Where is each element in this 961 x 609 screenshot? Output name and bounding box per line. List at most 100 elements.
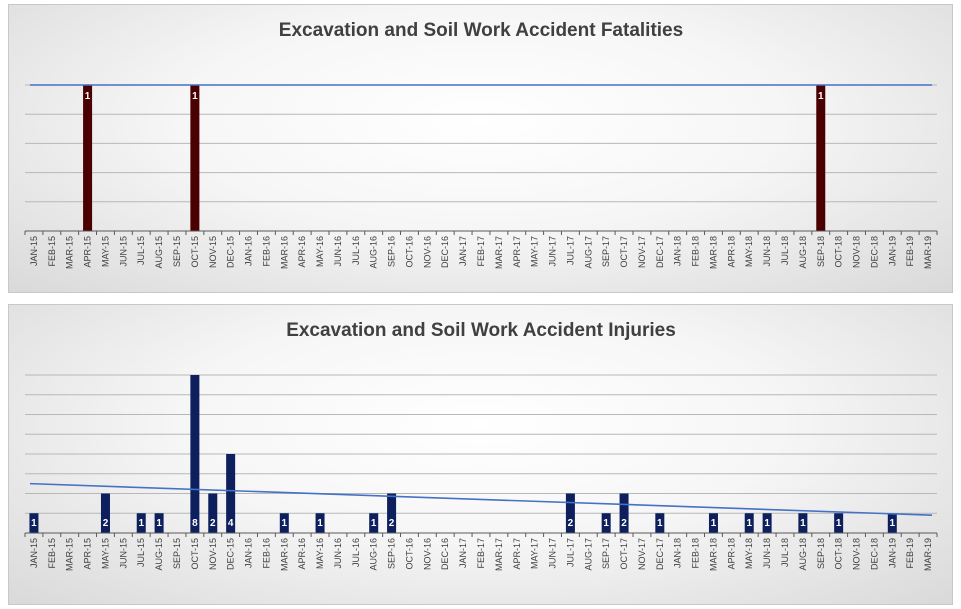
fatalities-chart-panel: Excavation and Soil Work Accident Fatali… bbox=[8, 4, 953, 293]
x-tick-label: JUN-18 bbox=[762, 538, 772, 569]
data-label: 1 bbox=[282, 518, 288, 529]
x-tick-label: FEB-16 bbox=[261, 236, 271, 267]
x-tick-label: JUN-17 bbox=[548, 538, 558, 569]
bar-oct-15 bbox=[190, 375, 200, 533]
bar-aug-16 bbox=[369, 513, 379, 533]
x-tick-label: JUL-16 bbox=[351, 538, 361, 567]
x-tick-label: MAR-16 bbox=[279, 538, 289, 571]
x-tick-label: SEP-16 bbox=[387, 538, 397, 569]
x-tick-label: JAN-18 bbox=[673, 538, 683, 568]
data-label: 1 bbox=[192, 91, 198, 102]
x-tick-label: APR-16 bbox=[297, 538, 307, 570]
x-tick-label: JAN-16 bbox=[244, 236, 254, 266]
x-tick-label: AUG-16 bbox=[369, 538, 379, 571]
x-tick-label: SEP-18 bbox=[816, 538, 826, 569]
x-tick-label: OCT-15 bbox=[190, 236, 200, 268]
chart-title: Excavation and Soil Work Accident Fatali… bbox=[279, 20, 683, 41]
data-label: 1 bbox=[764, 518, 770, 529]
data-label: 2 bbox=[210, 518, 216, 529]
x-tick-label: SEP-17 bbox=[601, 538, 611, 569]
data-label: 1 bbox=[711, 518, 717, 529]
data-label: 1 bbox=[31, 518, 37, 529]
x-tick-label: DEC-15 bbox=[226, 538, 236, 570]
bar-mar-18 bbox=[708, 513, 718, 533]
x-tick-label: JUN-16 bbox=[333, 538, 343, 569]
bar-sep-18 bbox=[816, 85, 826, 231]
x-tick-label: JUN-16 bbox=[333, 236, 343, 267]
x-tick-label: MAY-16 bbox=[315, 538, 325, 569]
x-tick-label: MAY-17 bbox=[530, 538, 540, 569]
x-tick-label: NOV-15 bbox=[208, 538, 218, 570]
bar-may-18 bbox=[744, 513, 754, 533]
x-tick-label: MAR-17 bbox=[494, 236, 504, 269]
x-tick-label: NOV-16 bbox=[422, 236, 432, 268]
x-tick-label: AUG-15 bbox=[154, 236, 164, 269]
bar-jun-18 bbox=[762, 513, 772, 533]
x-tick-label: JUN-15 bbox=[118, 236, 128, 267]
bar-mar-16 bbox=[279, 513, 289, 533]
x-tick-label: NOV-18 bbox=[852, 236, 862, 268]
data-label: 1 bbox=[138, 518, 144, 529]
x-tick-label: JAN-18 bbox=[673, 236, 683, 266]
x-tick-label: MAR-15 bbox=[65, 538, 75, 571]
data-label: 1 bbox=[85, 91, 91, 102]
data-label: 1 bbox=[746, 518, 752, 529]
data-label: 1 bbox=[317, 518, 323, 529]
x-tick-label: MAR-18 bbox=[708, 538, 718, 571]
x-tick-label: JUL-17 bbox=[565, 538, 575, 567]
x-tick-label: OCT-18 bbox=[834, 236, 844, 268]
x-tick-label: JAN-19 bbox=[887, 538, 897, 568]
x-tick-label: JAN-19 bbox=[887, 236, 897, 266]
x-tick-label: MAY-18 bbox=[744, 538, 754, 569]
x-tick-label: FEB-17 bbox=[476, 236, 486, 267]
bar-nov-15 bbox=[208, 493, 218, 533]
x-tick-label: AUG-17 bbox=[583, 236, 593, 269]
x-tick-label: DEC-17 bbox=[655, 236, 665, 268]
data-label: 1 bbox=[836, 518, 842, 529]
x-tick-label: AUG-15 bbox=[154, 538, 164, 571]
x-tick-label: JAN-17 bbox=[458, 236, 468, 266]
x-tick-label: OCT-17 bbox=[619, 236, 629, 268]
data-label: 2 bbox=[568, 518, 574, 529]
data-label: 1 bbox=[890, 518, 896, 529]
bar-oct-17 bbox=[619, 493, 629, 533]
x-tick-label: FEB-17 bbox=[476, 538, 486, 569]
x-tick-label: JUN-15 bbox=[118, 538, 128, 569]
x-tick-label: APR-15 bbox=[83, 236, 93, 268]
x-tick-label: JAN-16 bbox=[244, 538, 254, 568]
x-tick-label: OCT-16 bbox=[404, 236, 414, 268]
x-tick-label: APR-17 bbox=[512, 538, 522, 570]
fatalities-chart: Excavation and Soil Work Accident Fatali… bbox=[24, 20, 938, 269]
x-tick-label: SEP-15 bbox=[172, 538, 182, 569]
chart-title: Excavation and Soil Work Accident Injuri… bbox=[286, 320, 676, 341]
bar-may-16 bbox=[315, 513, 325, 533]
x-tick-label: OCT-15 bbox=[190, 538, 200, 570]
x-tick-label: DEC-18 bbox=[869, 236, 879, 268]
x-tick-label: MAY-18 bbox=[744, 236, 754, 267]
x-tick-label: DEC-17 bbox=[655, 538, 665, 570]
x-tick-label: AUG-18 bbox=[798, 538, 808, 571]
x-tick-label: JAN-15 bbox=[29, 236, 39, 266]
data-label: 1 bbox=[603, 518, 609, 529]
data-label: 1 bbox=[657, 518, 663, 529]
data-label: 1 bbox=[371, 518, 377, 529]
x-tick-label: DEC-16 bbox=[440, 236, 450, 268]
bar-oct-18 bbox=[834, 513, 844, 533]
trendline bbox=[29, 482, 933, 517]
x-tick-label: FEB-19 bbox=[905, 236, 915, 267]
x-tick-label: JAN-17 bbox=[458, 538, 468, 568]
bar-jan-19 bbox=[887, 513, 897, 533]
bar-jul-17 bbox=[565, 493, 575, 533]
x-tick-label: DEC-15 bbox=[226, 236, 236, 268]
x-tick-label: SEP-16 bbox=[387, 236, 397, 267]
bar-jan-15 bbox=[29, 513, 39, 533]
x-tick-label: MAR-17 bbox=[494, 538, 504, 571]
bar-sep-17 bbox=[601, 513, 611, 533]
x-tick-label: FEB-18 bbox=[691, 538, 701, 569]
x-tick-label: FEB-16 bbox=[261, 538, 271, 569]
x-tick-label: JUL-17 bbox=[565, 236, 575, 265]
x-tick-label: MAR-19 bbox=[923, 538, 933, 571]
x-tick-label: AUG-17 bbox=[583, 538, 593, 571]
x-tick-label: APR-15 bbox=[83, 538, 93, 570]
bar-aug-15 bbox=[154, 513, 164, 533]
